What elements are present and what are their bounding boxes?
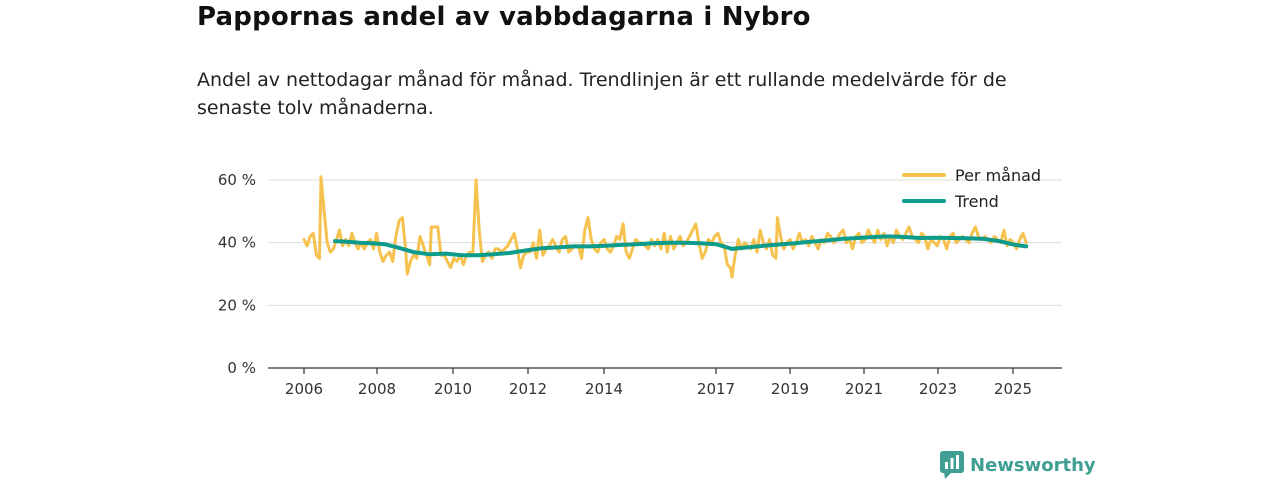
y-tick-label: 0 % <box>227 359 256 377</box>
brand-logo[interactable]: Newsworthy <box>940 451 1096 479</box>
chart-title: Pappornas andel av vabbdagarna i Nybro <box>197 2 811 32</box>
x-tick-label: 2006 <box>285 380 323 398</box>
brand-name: Newsworthy <box>970 454 1096 476</box>
legend[interactable]: Per månad Trend <box>902 166 1041 211</box>
legend-label-per-manad: Per månad <box>955 166 1041 185</box>
series-line-per-manad <box>302 175 1028 279</box>
series-line-trend <box>332 234 1029 258</box>
series-lines <box>302 175 1029 279</box>
x-tick-label: 2025 <box>994 380 1032 398</box>
x-tick-label: 2010 <box>434 380 472 398</box>
x-tick-label: 2012 <box>509 380 547 398</box>
bar-chart-speech-bubble-icon <box>940 451 964 479</box>
chart-subtitle: Andel av nettodagar månad för månad. Tre… <box>197 69 1007 119</box>
y-tick-label: 20 % <box>218 296 256 314</box>
legend-label-trend: Trend <box>954 192 999 211</box>
x-tick-label: 2014 <box>585 380 623 398</box>
x-tick-label: 2008 <box>358 380 396 398</box>
x-tick-label: 2019 <box>771 380 809 398</box>
y-tick-label: 40 % <box>218 234 256 252</box>
x-tick-label: 2017 <box>697 380 735 398</box>
y-tick-label: 60 % <box>218 171 256 189</box>
x-tick-label: 2021 <box>845 380 883 398</box>
axes: 0 % 20 % 40 % 60 % 2006 2008 2010 2012 2014 2017 2… <box>218 171 1062 398</box>
x-tick-label: 2023 <box>919 380 957 398</box>
